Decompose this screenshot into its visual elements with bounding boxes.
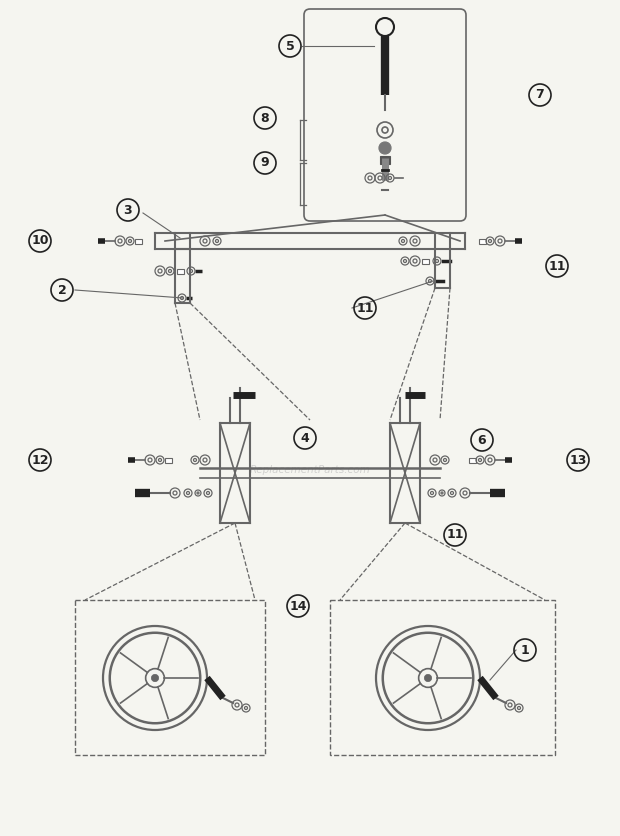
FancyBboxPatch shape xyxy=(304,9,466,221)
Text: 11: 11 xyxy=(548,259,565,273)
Text: 11: 11 xyxy=(356,302,374,314)
Circle shape xyxy=(151,675,159,681)
Circle shape xyxy=(424,675,432,681)
Text: 8: 8 xyxy=(260,111,269,125)
Bar xyxy=(469,457,476,462)
Text: 1: 1 xyxy=(521,644,529,656)
Bar xyxy=(479,238,485,243)
Text: ReplacementParts.com: ReplacementParts.com xyxy=(250,465,370,475)
Text: 11: 11 xyxy=(446,528,464,542)
Bar xyxy=(380,156,390,164)
Text: 4: 4 xyxy=(301,431,309,445)
Text: 12: 12 xyxy=(31,453,49,466)
Circle shape xyxy=(379,142,391,154)
Text: 7: 7 xyxy=(536,89,544,101)
Bar xyxy=(135,238,141,243)
Bar xyxy=(422,258,428,263)
Bar xyxy=(164,457,172,462)
Bar xyxy=(330,600,555,755)
Text: 3: 3 xyxy=(123,203,132,217)
Text: 9: 9 xyxy=(260,156,269,170)
Text: 10: 10 xyxy=(31,235,49,247)
Text: 13: 13 xyxy=(569,453,587,466)
Bar xyxy=(75,600,265,755)
Text: 2: 2 xyxy=(58,283,66,297)
Text: 6: 6 xyxy=(477,434,486,446)
Bar xyxy=(177,268,184,273)
Text: 5: 5 xyxy=(286,39,294,53)
Text: 14: 14 xyxy=(290,599,307,613)
